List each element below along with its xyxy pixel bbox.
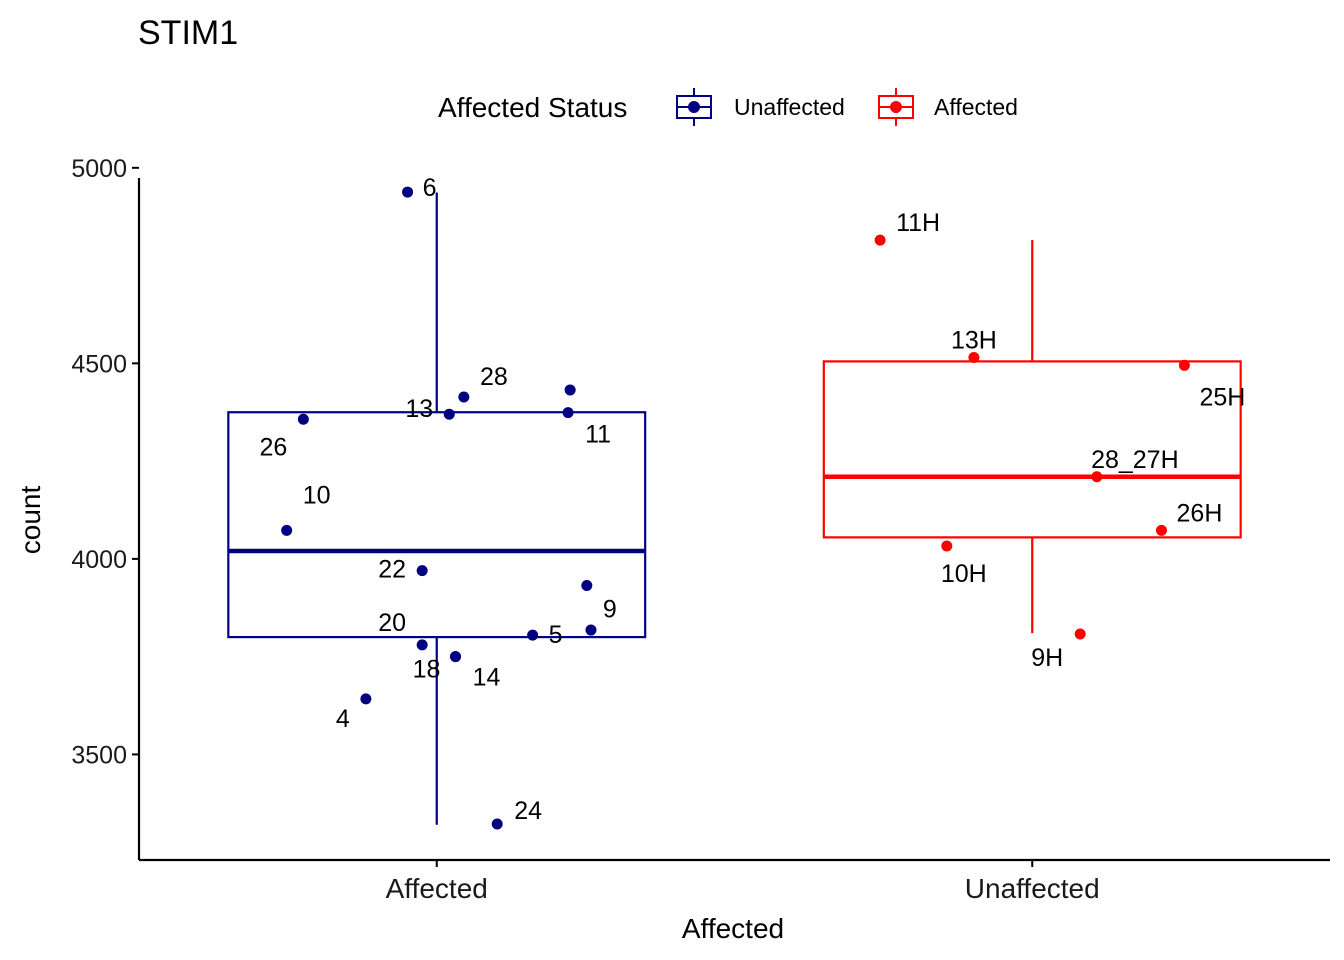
data-point bbox=[527, 629, 539, 641]
iqr-box bbox=[227, 411, 647, 639]
point-label: 26 bbox=[259, 433, 287, 461]
axes: 3500 4000 4500 5000 Affected Unaffected bbox=[71, 155, 1330, 904]
legend-label-affected: Affected bbox=[934, 94, 1018, 120]
point-label: 5 bbox=[549, 621, 563, 649]
data-point bbox=[581, 579, 593, 591]
data-point bbox=[874, 234, 886, 246]
data-point bbox=[585, 624, 597, 636]
y-tick-label: 4000 bbox=[71, 546, 127, 574]
legend-key-unaffected bbox=[676, 88, 712, 126]
y-axis-label: count bbox=[15, 486, 46, 555]
data-point bbox=[281, 524, 293, 536]
data-point bbox=[443, 408, 455, 420]
point-label: 10 bbox=[303, 481, 331, 509]
point-label: 22 bbox=[378, 556, 406, 584]
data-point bbox=[968, 351, 980, 363]
legend-title: Affected Status bbox=[438, 92, 627, 123]
data-point bbox=[1074, 628, 1086, 640]
data-point bbox=[297, 413, 309, 425]
point-label: 20 bbox=[378, 609, 406, 637]
point-label: 11 bbox=[585, 421, 611, 449]
legend-key-affected bbox=[878, 88, 914, 126]
data-point bbox=[1155, 524, 1167, 536]
point-label: 26H bbox=[1177, 499, 1223, 527]
boxplot-unaffected bbox=[227, 192, 647, 825]
data-point bbox=[458, 391, 470, 403]
data-point bbox=[360, 693, 372, 705]
point-label: 11H bbox=[896, 209, 940, 237]
iqr-box bbox=[822, 360, 1242, 539]
legend: Affected Status Unaffected Affected bbox=[438, 88, 1018, 126]
boxplots bbox=[227, 192, 1242, 825]
point-label: 18 bbox=[413, 656, 441, 684]
data-point bbox=[1091, 471, 1103, 483]
data-point bbox=[416, 639, 428, 651]
point-label: 24 bbox=[514, 797, 542, 825]
point-label: 28_27H bbox=[1091, 446, 1179, 474]
chart-title: STIM1 bbox=[138, 14, 238, 52]
data-point bbox=[450, 651, 462, 663]
data-point bbox=[416, 565, 428, 577]
data-point bbox=[491, 818, 503, 830]
point-label: 6 bbox=[423, 174, 437, 202]
point-label: 9 bbox=[603, 595, 617, 623]
point-label: 25H bbox=[1199, 383, 1245, 411]
x-axis-label: Affected bbox=[682, 913, 784, 944]
point-label: 14 bbox=[473, 664, 501, 692]
point-label: 10H bbox=[941, 560, 987, 588]
x-tick-label: Unaffected bbox=[965, 873, 1100, 904]
data-point bbox=[1178, 359, 1190, 371]
data-points: 6 28 13 26 11 10 22 9 20 5 18 14 4 24 11H 13H 25H 28_27H 2… bbox=[259, 174, 1245, 830]
point-label: 13 bbox=[405, 395, 433, 423]
point-label: 4 bbox=[336, 705, 350, 733]
data-point bbox=[562, 407, 574, 419]
legend-label-unaffected: Unaffected bbox=[734, 94, 845, 120]
y-tick-label: 5000 bbox=[71, 155, 127, 183]
data-point bbox=[402, 186, 414, 198]
point-label: 13H bbox=[951, 326, 997, 354]
point-label: 9H bbox=[1031, 644, 1063, 672]
y-tick-label: 4500 bbox=[71, 350, 127, 378]
data-point bbox=[941, 540, 953, 552]
point-label: 28 bbox=[480, 363, 508, 391]
data-point bbox=[564, 384, 576, 396]
y-tick-label: 3500 bbox=[71, 741, 127, 769]
boxplot-affected bbox=[822, 240, 1242, 634]
x-tick-label: Affected bbox=[386, 873, 488, 904]
